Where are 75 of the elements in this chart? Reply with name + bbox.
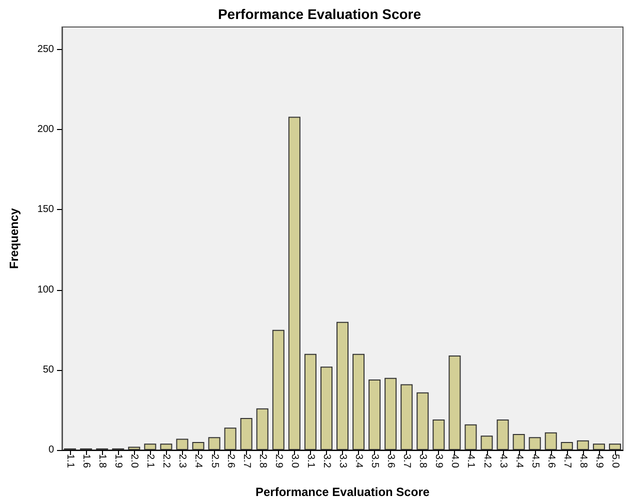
x-tick-label: 2.8 — [256, 454, 268, 468]
x-tick-label: 1.9 — [112, 454, 124, 468]
bar — [176, 438, 188, 450]
x-tick-label: 2.7 — [240, 454, 252, 468]
bar — [304, 354, 316, 450]
bar — [448, 355, 461, 450]
x-tick-label: 4.3 — [497, 454, 508, 468]
bar — [576, 440, 589, 450]
bar — [368, 380, 381, 450]
bar — [128, 446, 140, 450]
bar — [272, 330, 284, 450]
bar — [608, 444, 621, 450]
bar — [544, 432, 557, 450]
bar — [208, 437, 220, 450]
x-tick-label: 3.7 — [401, 454, 412, 468]
x-tick-label: 3.5 — [369, 454, 380, 468]
bar — [160, 444, 172, 450]
x-tick-label: 3.1 — [304, 454, 316, 468]
x-tick-label: 3.6 — [385, 454, 396, 468]
bar — [560, 442, 573, 450]
x-tick-label: 3.9 — [433, 454, 444, 468]
x-tick-label: 4.6 — [545, 454, 556, 468]
bar — [384, 378, 397, 450]
x-tick-label: 2.0 — [128, 454, 140, 468]
x-tick-label: 4.4 — [513, 454, 524, 468]
bar — [144, 444, 156, 450]
bar — [496, 420, 509, 450]
x-tick-label: 3.8 — [417, 454, 428, 468]
bar — [336, 322, 349, 450]
bar — [464, 424, 477, 450]
x-tick-label: 2.1 — [144, 454, 156, 468]
x-tick-label: 4.5 — [529, 454, 540, 468]
x-tick-label: 3.4 — [353, 454, 364, 468]
x-tick-label: 1.8 — [96, 454, 108, 468]
x-tick-label: 4.8 — [577, 454, 588, 468]
y-tick-label: 150 — [37, 204, 54, 216]
x-tick-label: 4.7 — [561, 454, 572, 468]
y-tick-label: 200 — [37, 124, 54, 136]
bar — [192, 442, 204, 450]
x-tick-label: 4.1 — [465, 454, 476, 468]
x-tick-label: 1.1 — [64, 454, 76, 468]
x-tick-label: 3.2 — [320, 454, 332, 468]
x-tick-label: 2.6 — [224, 454, 236, 468]
bar — [512, 434, 525, 450]
x-tick-label: 2.5 — [208, 454, 220, 468]
x-tick-label: 4.9 — [593, 454, 604, 468]
x-tick-label: 2.3 — [176, 454, 188, 468]
x-tick-label: 3.0 — [288, 454, 300, 468]
x-tick-label: 2.9 — [272, 454, 284, 468]
y-tick-label: 0 — [48, 444, 54, 456]
x-tick-label: 3.3 — [337, 454, 348, 468]
x-tick-label: 4.2 — [481, 454, 492, 468]
bar — [352, 354, 365, 450]
bar — [240, 418, 252, 450]
x-tick-label: 5.0 — [609, 454, 620, 468]
x-tick-label: 1.6 — [80, 454, 92, 468]
bar — [528, 437, 541, 450]
bar — [224, 428, 236, 450]
x-tick-label: 4.0 — [449, 454, 460, 468]
bar — [592, 444, 605, 450]
bar — [480, 436, 493, 450]
bar — [416, 392, 429, 450]
y-tick-label: 100 — [37, 284, 54, 296]
y-tick-label: 50 — [42, 364, 54, 376]
x-axis-title: Performance Evaluation Score — [255, 485, 430, 499]
bar — [400, 384, 413, 450]
bar — [432, 420, 445, 450]
y-axis-title: Frequency — [7, 208, 21, 269]
x-tick-label: 2.2 — [160, 454, 172, 468]
chart-title: Performance Evaluation Score — [218, 6, 422, 22]
x-tick-label: 2.4 — [192, 454, 204, 468]
bar — [288, 116, 300, 450]
y-tick-label: 250 — [37, 44, 54, 55]
bar — [256, 408, 268, 450]
bar — [320, 366, 332, 450]
